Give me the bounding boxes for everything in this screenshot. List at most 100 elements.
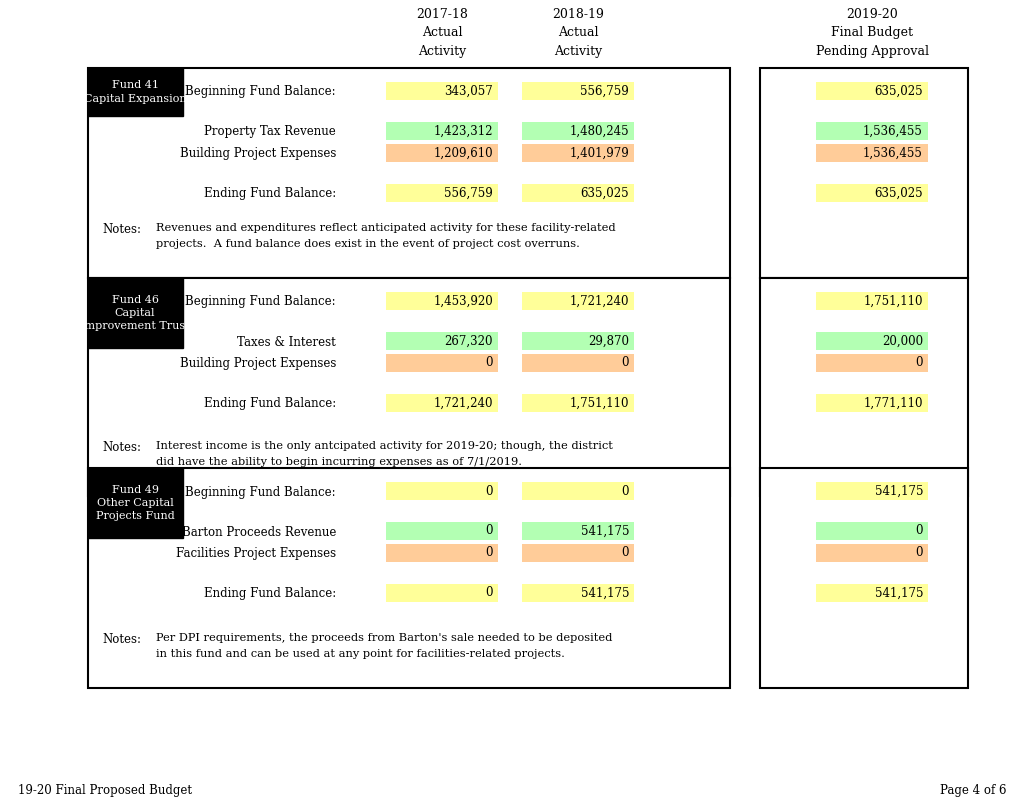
Bar <box>88 468 730 688</box>
Text: Beginning Fund Balance:: Beginning Fund Balance: <box>185 295 336 308</box>
Text: 1,453,920: 1,453,920 <box>433 295 493 308</box>
Bar <box>88 68 730 278</box>
Text: 0: 0 <box>485 525 493 538</box>
Bar <box>88 278 183 348</box>
Bar <box>88 278 730 496</box>
Bar <box>816 292 928 310</box>
Text: Page 4 of 6: Page 4 of 6 <box>939 783 1006 796</box>
Text: 541,175: 541,175 <box>874 485 923 497</box>
Bar <box>522 122 634 140</box>
Text: 1,401,979: 1,401,979 <box>569 147 629 159</box>
Text: 541,175: 541,175 <box>581 587 629 600</box>
Bar <box>816 144 928 162</box>
Text: 0: 0 <box>915 547 923 559</box>
Text: Taxes & Interest: Taxes & Interest <box>238 336 336 349</box>
Text: 556,759: 556,759 <box>444 187 493 200</box>
Text: 2018-19
Actual
Activity: 2018-19 Actual Activity <box>552 8 604 58</box>
Bar <box>816 184 928 202</box>
Bar <box>522 482 634 500</box>
Bar <box>816 122 928 140</box>
Text: 1,423,312: 1,423,312 <box>433 125 493 138</box>
Text: Notes:: Notes: <box>102 633 141 646</box>
Bar <box>386 292 498 310</box>
Text: 0: 0 <box>622 357 629 369</box>
Bar <box>522 82 634 100</box>
Bar <box>522 522 634 540</box>
Text: Fund 46
Capital
Improvement Trust: Fund 46 Capital Improvement Trust <box>80 295 189 331</box>
Bar <box>816 544 928 562</box>
Text: 1,751,110: 1,751,110 <box>863 295 923 308</box>
Text: Property Tax Revenue: Property Tax Revenue <box>204 126 336 138</box>
Text: 635,025: 635,025 <box>581 187 629 200</box>
Text: Ending Fund Balance:: Ending Fund Balance: <box>204 398 336 411</box>
Text: Building Project Expenses: Building Project Expenses <box>179 147 336 160</box>
Bar <box>522 292 634 310</box>
Bar <box>522 144 634 162</box>
Text: 1,751,110: 1,751,110 <box>569 397 629 410</box>
Text: 635,025: 635,025 <box>874 85 923 97</box>
Text: 267,320: 267,320 <box>444 335 493 348</box>
Text: 556,759: 556,759 <box>581 85 629 97</box>
Bar <box>816 82 928 100</box>
Bar <box>760 278 968 496</box>
Text: 20,000: 20,000 <box>882 335 923 348</box>
Text: did have the ability to begin incurring expenses as of 7/1/2019.: did have the ability to begin incurring … <box>156 457 522 467</box>
Text: Barton Proceeds Revenue: Barton Proceeds Revenue <box>181 526 336 539</box>
Text: Beginning Fund Balance:: Beginning Fund Balance: <box>185 485 336 498</box>
Text: projects.  A fund balance does exist in the event of project cost overruns.: projects. A fund balance does exist in t… <box>156 239 580 249</box>
Text: 0: 0 <box>485 485 493 497</box>
Bar <box>386 522 498 540</box>
Text: Facilities Project Expenses: Facilities Project Expenses <box>176 547 336 560</box>
Bar <box>522 394 634 412</box>
Text: Revenues and expenditures reflect anticipated activity for these facility-relate: Revenues and expenditures reflect antici… <box>156 223 615 233</box>
Text: 1,209,610: 1,209,610 <box>433 147 493 159</box>
Bar <box>88 468 183 538</box>
Text: 1,721,240: 1,721,240 <box>569 295 629 308</box>
Bar <box>386 82 498 100</box>
Text: 0: 0 <box>915 357 923 369</box>
Text: 2019-20
Final Budget
Pending Approval: 2019-20 Final Budget Pending Approval <box>815 8 929 58</box>
Bar <box>386 122 498 140</box>
Text: 541,175: 541,175 <box>874 587 923 600</box>
Text: 0: 0 <box>915 525 923 538</box>
Bar <box>386 544 498 562</box>
Text: 0: 0 <box>485 357 493 369</box>
Text: 1,771,110: 1,771,110 <box>863 397 923 410</box>
Text: 541,175: 541,175 <box>581 525 629 538</box>
Text: Notes:: Notes: <box>102 223 141 236</box>
Bar <box>816 482 928 500</box>
Text: Fund 41
Capital Expansion: Fund 41 Capital Expansion <box>84 80 186 104</box>
Text: 635,025: 635,025 <box>874 187 923 200</box>
Bar <box>386 354 498 372</box>
Text: 1,536,455: 1,536,455 <box>863 125 923 138</box>
Text: in this fund and can be used at any point for facilities-related projects.: in this fund and can be used at any poin… <box>156 649 565 659</box>
Text: 29,870: 29,870 <box>588 335 629 348</box>
Bar <box>816 394 928 412</box>
Text: 2017-18
Actual
Activity: 2017-18 Actual Activity <box>416 8 468 58</box>
Text: Ending Fund Balance:: Ending Fund Balance: <box>204 588 336 601</box>
Text: 343,057: 343,057 <box>444 85 493 97</box>
Bar <box>386 584 498 602</box>
Text: Interest income is the only antcipated activity for 2019-20; though, the distric: Interest income is the only antcipated a… <box>156 441 613 451</box>
Text: Fund 49
Other Capital
Projects Fund: Fund 49 Other Capital Projects Fund <box>95 485 174 521</box>
Bar <box>522 544 634 562</box>
Text: Beginning Fund Balance:: Beginning Fund Balance: <box>185 85 336 98</box>
Text: 19-20 Final Proposed Budget: 19-20 Final Proposed Budget <box>18 783 193 796</box>
Text: 1,480,245: 1,480,245 <box>569 125 629 138</box>
Bar <box>760 68 968 278</box>
Text: Ending Fund Balance:: Ending Fund Balance: <box>204 188 336 200</box>
Text: Notes:: Notes: <box>102 441 141 454</box>
Text: 0: 0 <box>485 587 493 600</box>
Text: 1,536,455: 1,536,455 <box>863 147 923 159</box>
Bar <box>386 482 498 500</box>
Bar <box>522 332 634 350</box>
Text: 0: 0 <box>622 485 629 497</box>
Bar <box>522 584 634 602</box>
Bar <box>522 184 634 202</box>
Bar <box>386 394 498 412</box>
Bar <box>816 522 928 540</box>
Text: Per DPI requirements, the proceeds from Barton's sale needed to be deposited: Per DPI requirements, the proceeds from … <box>156 633 612 643</box>
Text: 1,721,240: 1,721,240 <box>433 397 493 410</box>
Bar <box>88 68 183 116</box>
Bar <box>816 354 928 372</box>
